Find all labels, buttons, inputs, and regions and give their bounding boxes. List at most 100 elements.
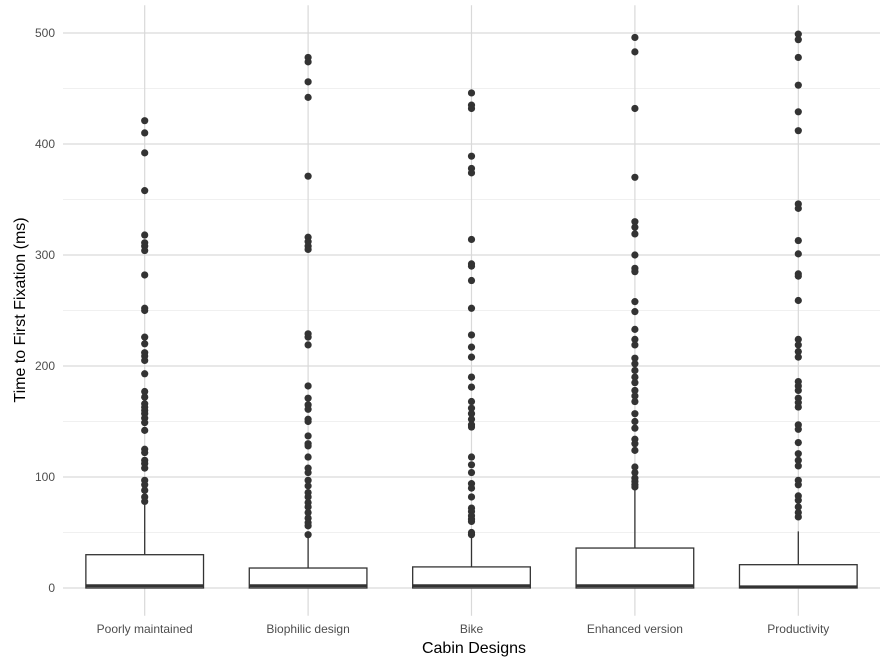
outlier-point: [631, 373, 639, 381]
outlier-point: [304, 405, 312, 413]
x-tick-label: Bike: [460, 622, 484, 636]
outlier-point: [631, 298, 639, 306]
outlier-point: [141, 419, 149, 427]
outlier-point: [467, 276, 476, 285]
outlier-point: [467, 484, 476, 492]
outlier-point: [631, 33, 639, 42]
outlier-point: [794, 341, 802, 349]
outlier-point: [794, 347, 802, 356]
outlier-point: [794, 425, 802, 433]
outlier-point: [631, 446, 639, 454]
outlier-point: [467, 304, 476, 312]
outlier-point: [141, 370, 149, 378]
outlier-point: [631, 483, 639, 491]
outlier-point: [304, 382, 312, 390]
outlier-point: [304, 58, 312, 66]
outlier-point: [631, 218, 639, 226]
outlier-point: [467, 517, 476, 526]
outlier-point: [467, 397, 476, 406]
outlier-point: [304, 503, 312, 511]
outlier-point: [631, 397, 639, 406]
outlier-point: [794, 403, 802, 411]
outlier-point: [467, 383, 476, 391]
outlier-point: [794, 250, 802, 258]
outlier-point: [631, 325, 639, 333]
outlier-point: [631, 268, 639, 276]
outlier-point: [304, 482, 312, 490]
y-tick-label: 500: [35, 26, 55, 40]
outlier-point: [794, 236, 802, 245]
outlier-point: [631, 417, 639, 426]
outlier-point: [794, 296, 802, 305]
outlier-point: [304, 333, 312, 341]
outlier-point: [467, 89, 476, 97]
box-iqr: [85, 554, 205, 589]
outlier-point: [631, 335, 639, 343]
outlier-point: [141, 387, 149, 396]
outlier-point: [304, 522, 312, 530]
boxes: [85, 490, 858, 589]
outlier-point: [631, 251, 639, 259]
outlier-point: [631, 392, 639, 400]
outlier-point: [304, 453, 312, 461]
outlier-point: [141, 448, 149, 457]
outlier-point: [304, 245, 312, 254]
outlier-point: [141, 246, 149, 255]
outlier-point: [794, 36, 802, 44]
outlier-point: [141, 271, 149, 279]
outlier-point: [631, 341, 639, 349]
outlier-point: [794, 272, 802, 280]
outlier-point: [141, 149, 149, 157]
outlier-point: [631, 424, 639, 432]
outlier-point: [467, 493, 476, 501]
outlier-point: [467, 423, 476, 431]
outlier-point: [467, 343, 476, 351]
box-iqr: [575, 547, 695, 589]
outlier-point: [467, 353, 476, 361]
outlier-point: [631, 48, 639, 56]
outlier-point: [304, 508, 312, 517]
outlier-point: [794, 481, 802, 489]
outlier-point: [794, 108, 802, 116]
outlier-point: [794, 53, 802, 62]
x-tick-label: Enhanced version: [587, 622, 683, 636]
outlier-point: [304, 432, 312, 440]
outlier-point: [794, 496, 802, 504]
box-iqr: [738, 564, 858, 589]
outlier-point: [141, 333, 149, 341]
outlier-point: [141, 306, 149, 315]
outlier-point: [794, 30, 802, 38]
outlier-point: [304, 493, 312, 501]
outlier-point: [141, 464, 149, 472]
outlier-point: [141, 129, 149, 137]
y-tick-label: 300: [35, 248, 55, 262]
outlier-point: [631, 360, 639, 368]
outlier-point: [794, 127, 802, 135]
y-tick-label: 400: [35, 137, 55, 151]
outlier-point: [141, 393, 149, 401]
box-iqr: [248, 567, 368, 589]
outlier-point: [467, 331, 476, 339]
outlier-point: [631, 410, 639, 418]
outlier-point: [631, 379, 639, 387]
outlier-point: [631, 308, 639, 316]
outlier-point: [794, 450, 802, 458]
outlier-point: [141, 356, 149, 365]
x-tick-label: Productivity: [767, 622, 829, 636]
outlier-point: [304, 442, 312, 450]
outlier-point: [141, 486, 149, 494]
outlier-point: [631, 354, 639, 362]
outlier-point: [794, 438, 802, 447]
y-axis-title: Time to First Fixation (ms): [12, 217, 29, 402]
outlier-point: [794, 462, 802, 470]
outlier-point: [631, 468, 639, 477]
outlier-point: [794, 386, 802, 395]
outlier-point: [304, 476, 312, 484]
outlier-point: [304, 468, 312, 477]
outlier-point: [794, 503, 802, 511]
outlier-point: [141, 481, 149, 489]
outlier-point: [794, 456, 802, 464]
outlier-point: [304, 341, 312, 349]
outlier-point: [794, 513, 802, 521]
outlier-point: [631, 223, 639, 231]
